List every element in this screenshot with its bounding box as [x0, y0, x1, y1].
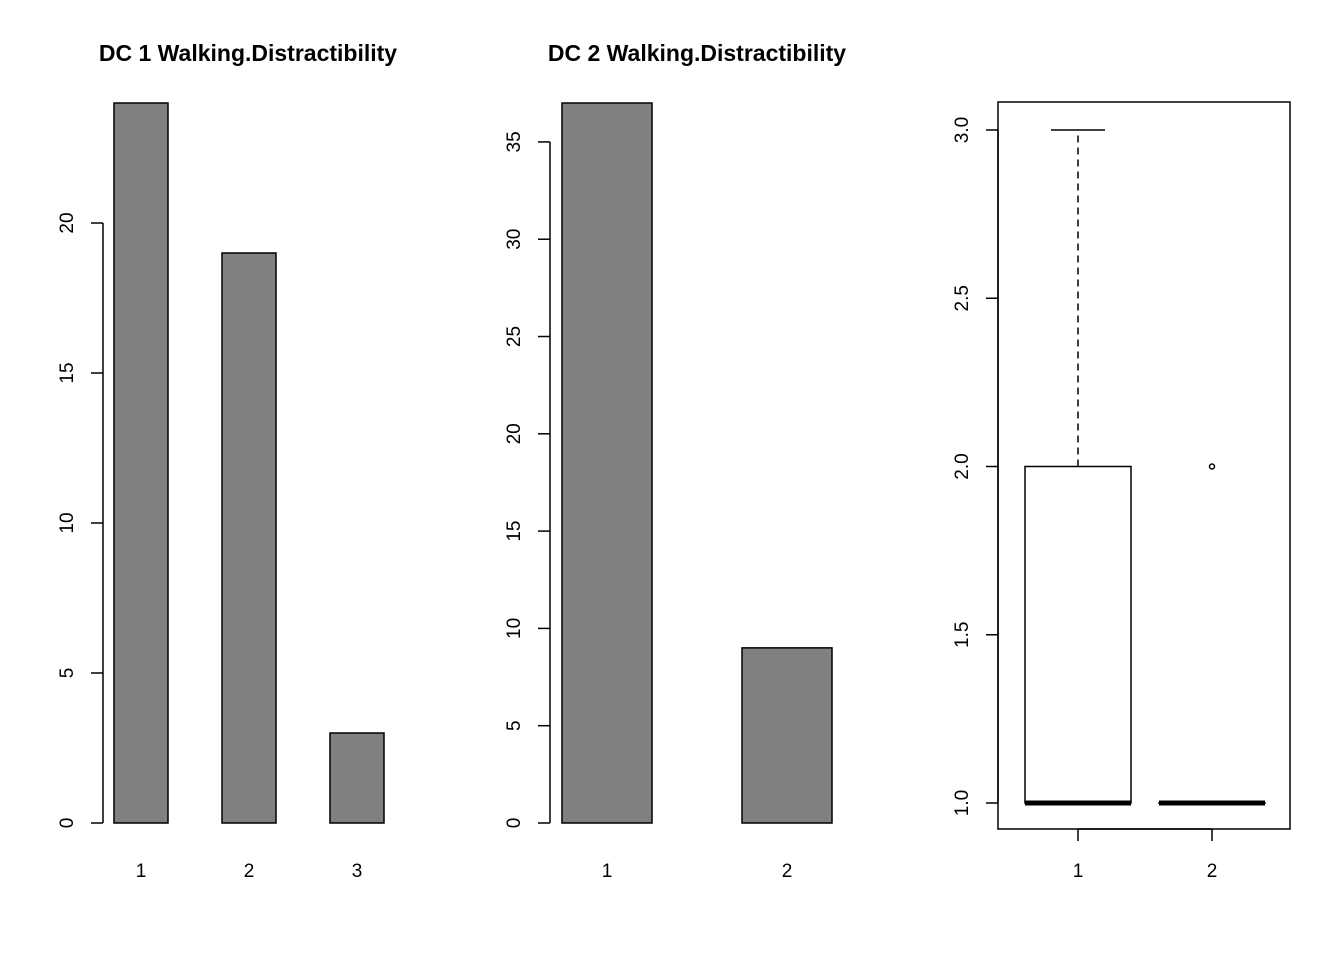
- bars: [561, 102, 833, 824]
- bar: [221, 252, 277, 824]
- y-tick-label: 2.0: [952, 453, 973, 479]
- y-tick-label: 0: [57, 818, 78, 829]
- chart-dc1: DC 1 Walking.Distractibility 0 5 10 15 20 1 2…: [57, 40, 397, 882]
- y-tick-label: 1.0: [952, 790, 973, 816]
- chart-title: DC 2 Walking.Distractibility: [548, 40, 846, 66]
- y-tick-label: 0: [504, 818, 525, 829]
- x-tick-label: 2: [782, 861, 793, 882]
- chart-title: DC 1 Walking.Distractibility: [99, 40, 397, 66]
- bar: [329, 732, 385, 824]
- y-tick-label: 20: [504, 423, 525, 444]
- y-tick-label: 5: [57, 668, 78, 679]
- x-tick-label: 1: [1073, 861, 1084, 882]
- y-tick-label: 35: [504, 131, 525, 152]
- x-tick-label: 1: [602, 861, 613, 882]
- box-iqr: [1024, 465, 1132, 804]
- y-tick-label: 15: [504, 521, 525, 542]
- x-tick-label: 2: [1207, 861, 1218, 882]
- bar: [741, 647, 833, 824]
- y-tick-label: 20: [57, 212, 78, 233]
- chart-dc2: DC 2 Walking.Distractibility 0 5 10 15 20 25 3…: [504, 40, 846, 882]
- y-axis: 0 5 10 15 20 25 30 35: [504, 131, 551, 829]
- y-tick-label: 5: [504, 720, 525, 731]
- x-tick-label: 2: [244, 861, 255, 882]
- box: [1158, 463, 1266, 806]
- y-tick-label: 30: [504, 229, 525, 250]
- x-tick-labels: 1 2 3: [136, 861, 363, 882]
- x-tick-label: 3: [352, 861, 363, 882]
- y-axis: 1.0 1.5 2.0 2.5 3.0: [952, 117, 999, 816]
- y-tick-label: 3.0: [952, 117, 973, 143]
- box: [1024, 129, 1132, 806]
- bars: [113, 102, 385, 824]
- y-tick-label: 1.5: [952, 622, 973, 648]
- y-tick-label: 15: [57, 362, 78, 383]
- y-tick-label: 2.5: [952, 285, 973, 311]
- y-tick-label: 10: [504, 618, 525, 639]
- boxes: [1024, 129, 1266, 806]
- bar: [113, 102, 169, 824]
- y-tick-label: 25: [504, 326, 525, 347]
- bar: [561, 102, 653, 824]
- outlier-point: [1208, 463, 1216, 470]
- y-tick-label: 10: [57, 512, 78, 533]
- y-axis: 0 5 10 15 20: [57, 212, 104, 829]
- x-tick-label: 1: [136, 861, 147, 882]
